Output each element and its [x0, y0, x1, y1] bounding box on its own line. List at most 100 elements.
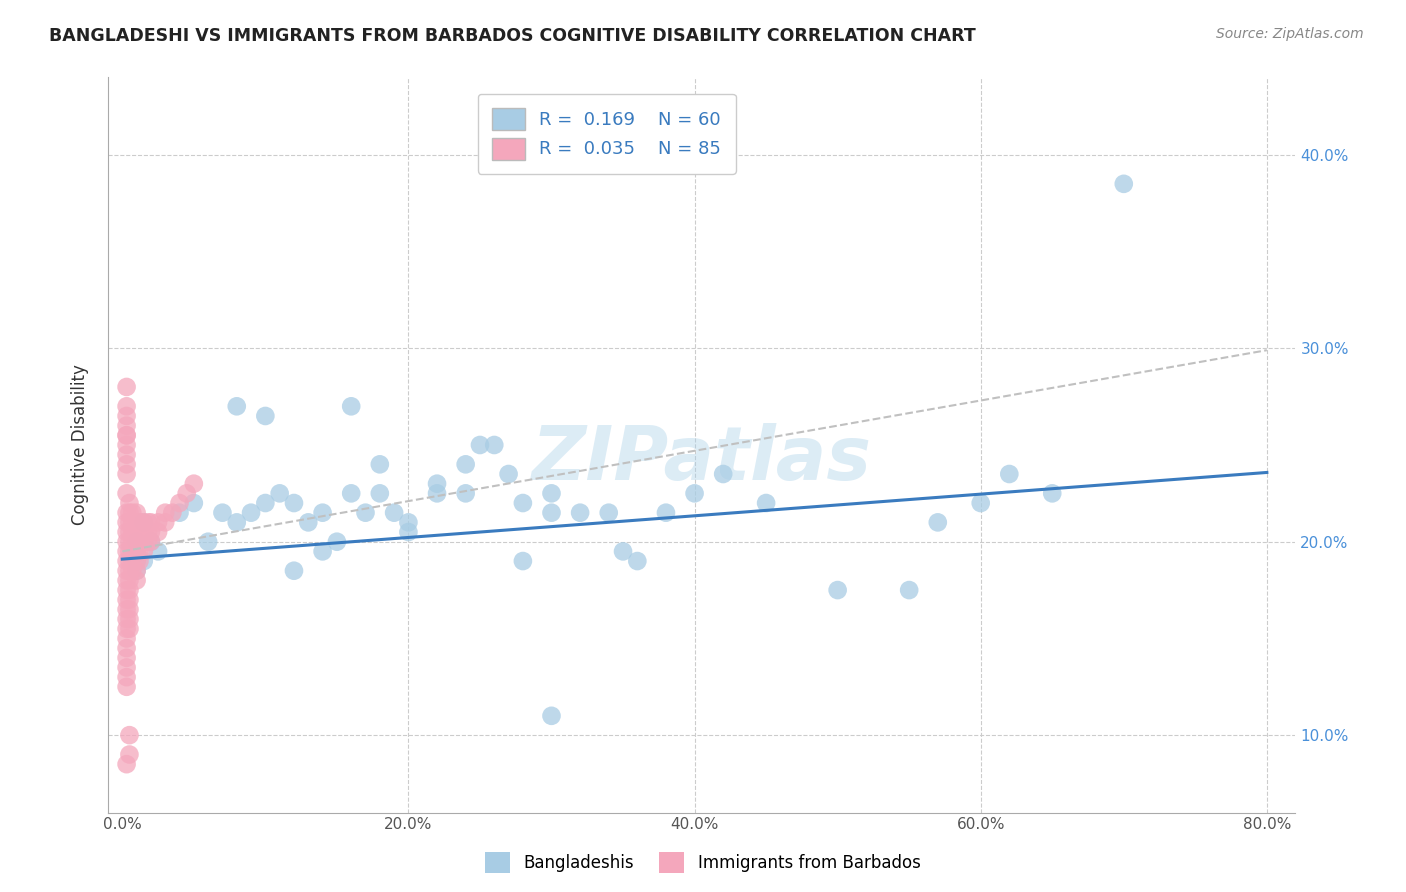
Point	[115, 660, 138, 674]
Point	[132, 554, 155, 568]
Point	[115, 534, 138, 549]
Point	[146, 544, 169, 558]
Point	[128, 524, 150, 539]
Point	[118, 496, 141, 510]
Point	[283, 564, 305, 578]
Point	[139, 516, 162, 530]
Point	[125, 524, 148, 539]
Text: BANGLADESHI VS IMMIGRANTS FROM BARBADOS COGNITIVE DISABILITY CORRELATION CHART: BANGLADESHI VS IMMIGRANTS FROM BARBADOS …	[49, 27, 976, 45]
Point	[125, 564, 148, 578]
Point	[115, 564, 138, 578]
Point	[512, 554, 534, 568]
Point	[136, 534, 159, 549]
Point	[484, 438, 506, 452]
Point	[612, 544, 634, 558]
Point	[162, 506, 184, 520]
Point	[115, 574, 138, 588]
Point	[426, 486, 449, 500]
Point	[183, 476, 205, 491]
Point	[354, 506, 377, 520]
Point	[898, 583, 921, 598]
Point	[454, 486, 477, 500]
Point	[454, 458, 477, 472]
Point	[125, 516, 148, 530]
Point	[115, 486, 138, 500]
Point	[283, 496, 305, 510]
Point	[340, 486, 363, 500]
Point	[118, 554, 141, 568]
Point	[115, 380, 138, 394]
Point	[368, 486, 391, 500]
Point	[827, 583, 849, 598]
Point	[125, 506, 148, 520]
Point	[115, 467, 138, 481]
Point	[340, 399, 363, 413]
Point	[540, 506, 562, 520]
Point	[115, 622, 138, 636]
Point	[115, 554, 138, 568]
Point	[118, 612, 141, 626]
Point	[269, 486, 291, 500]
Point	[115, 516, 138, 530]
Point	[118, 524, 141, 539]
Legend: Bangladeshis, Immigrants from Barbados: Bangladeshis, Immigrants from Barbados	[479, 846, 927, 880]
Point	[118, 602, 141, 616]
Point	[254, 496, 277, 510]
Point	[169, 506, 191, 520]
Point	[254, 409, 277, 423]
Point	[598, 506, 620, 520]
Point	[115, 438, 138, 452]
Point	[139, 524, 162, 539]
Point	[368, 458, 391, 472]
Point	[655, 506, 678, 520]
Point	[225, 516, 247, 530]
Point	[1112, 177, 1135, 191]
Point	[118, 728, 141, 742]
Point	[115, 650, 138, 665]
Point	[128, 534, 150, 549]
Point	[125, 554, 148, 568]
Point	[115, 524, 138, 539]
Point	[125, 534, 148, 549]
Point	[128, 544, 150, 558]
Point	[115, 602, 138, 616]
Point	[118, 506, 141, 520]
Point	[128, 554, 150, 568]
Point	[118, 534, 141, 549]
Point	[118, 583, 141, 598]
Point	[125, 544, 148, 558]
Point	[176, 486, 198, 500]
Point	[155, 506, 177, 520]
Point	[468, 438, 491, 452]
Point	[115, 612, 138, 626]
Point	[396, 524, 419, 539]
Point	[498, 467, 520, 481]
Point	[240, 506, 263, 520]
Point	[970, 496, 993, 510]
Point	[540, 486, 562, 500]
Point	[711, 467, 734, 481]
Point	[118, 747, 141, 762]
Point	[115, 583, 138, 598]
Point	[121, 524, 143, 539]
Point	[118, 544, 141, 558]
Point	[139, 534, 162, 549]
Point	[132, 516, 155, 530]
Point	[125, 534, 148, 549]
Point	[132, 544, 155, 558]
Point	[755, 496, 778, 510]
Point	[136, 516, 159, 530]
Y-axis label: Cognitive Disability: Cognitive Disability	[72, 365, 89, 525]
Point	[326, 534, 349, 549]
Point	[146, 516, 169, 530]
Text: ZIPatlas: ZIPatlas	[531, 423, 872, 496]
Point	[569, 506, 592, 520]
Point	[115, 506, 138, 520]
Point	[136, 524, 159, 539]
Point	[118, 564, 141, 578]
Point	[132, 524, 155, 539]
Point	[118, 592, 141, 607]
Point	[683, 486, 706, 500]
Point	[512, 496, 534, 510]
Point	[125, 564, 148, 578]
